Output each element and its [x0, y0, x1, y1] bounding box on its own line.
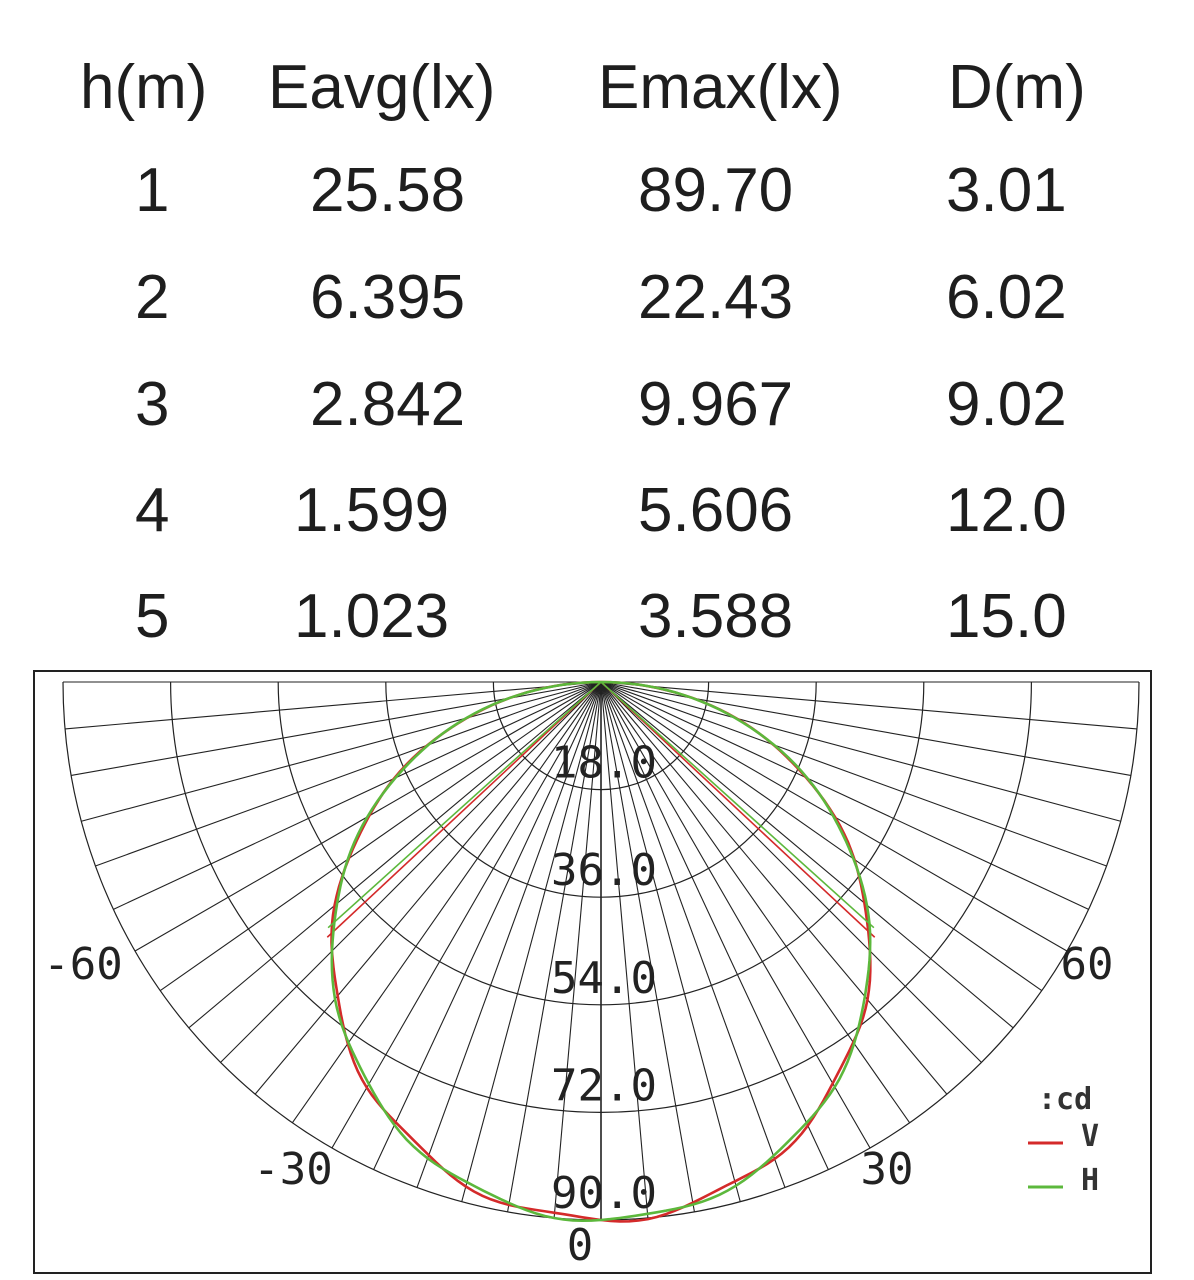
curve-V-wing — [600, 681, 876, 938]
grid-spoke — [600, 681, 1138, 730]
radial-tick-label: 72.0 — [551, 1060, 657, 1111]
grid-spoke — [220, 681, 602, 1063]
grid-spoke — [188, 681, 602, 1029]
grid-spoke — [507, 681, 602, 1212]
radial-tick-label: 54.0 — [551, 953, 657, 1004]
radial-tick-label: 18.0 — [551, 738, 657, 789]
angle-label: -30 — [253, 1144, 332, 1195]
grid-spoke — [254, 681, 602, 1095]
cell-eavg-1: 25.58 — [310, 156, 466, 225]
grid-spoke — [600, 681, 695, 1212]
col-header-h: h(m) — [80, 53, 208, 122]
angle-label: 60 — [1061, 939, 1114, 990]
curve-V-wing — [326, 681, 602, 938]
grid-spoke — [291, 681, 602, 1124]
grid-spoke — [159, 681, 602, 992]
grid-spokes — [63, 681, 1139, 1220]
angle-label: 30 — [861, 1144, 914, 1195]
legend: :cd V H — [1028, 1082, 1099, 1198]
cell-emax-1: 89.70 — [638, 156, 794, 225]
cell-h-3: 3 — [135, 370, 170, 439]
grid-spoke — [600, 681, 649, 1219]
grid-spoke — [600, 681, 1089, 910]
grid-spoke — [331, 681, 602, 1149]
polar-chart-frame: 18.0 36.0 54.0 72.0 90.0 -60 60 -30 30 0 :cd V H — [33, 670, 1152, 1274]
radial-tick-label: 36.0 — [551, 845, 657, 896]
cell-emax-3: 9.967 — [638, 370, 794, 439]
angle-labels: -60 60 -30 30 0 — [43, 939, 1113, 1271]
grid-spoke — [600, 681, 1107, 867]
grid-spoke — [600, 681, 741, 1202]
grid-spoke — [600, 681, 911, 1124]
grid-spoke — [600, 681, 948, 1095]
cell-eavg-3: 2.842 — [310, 370, 466, 439]
grid-spoke — [600, 681, 786, 1188]
cell-h-4: 4 — [135, 476, 170, 545]
grid-spoke — [553, 681, 602, 1219]
radial-tick-labels: 18.0 36.0 54.0 72.0 90.0 — [551, 738, 657, 1219]
grid-spoke — [600, 681, 1043, 992]
grid-spoke — [600, 681, 1121, 822]
legend-unit-label: :cd — [1038, 1082, 1092, 1117]
cell-h-1: 1 — [135, 156, 170, 225]
grid-spoke — [416, 681, 602, 1188]
cell-d-2: 6.02 — [946, 263, 1067, 332]
cell-eavg-4: 1.599 — [294, 476, 450, 545]
cell-d-4: 12.0 — [946, 476, 1067, 545]
cell-eavg-2: 6.395 — [310, 263, 466, 332]
cell-emax-5: 3.588 — [638, 582, 794, 651]
grid-spoke — [461, 681, 602, 1202]
cell-h-5: 5 — [135, 582, 170, 651]
grid-spoke — [113, 681, 602, 910]
col-header-d: D(m) — [948, 53, 1086, 122]
cell-d-3: 9.02 — [946, 370, 1067, 439]
cell-emax-2: 22.43 — [638, 263, 794, 332]
legend-v-label: V — [1081, 1119, 1099, 1154]
grid-spoke — [600, 681, 829, 1170]
cell-eavg-5: 1.023 — [294, 582, 450, 651]
curve-H-wing — [327, 681, 602, 929]
grid-spoke — [373, 681, 602, 1170]
legend-h-label: H — [1081, 1163, 1099, 1198]
curve-H-wing — [600, 681, 875, 929]
cell-d-5: 15.0 — [946, 582, 1067, 651]
grid-spoke — [64, 681, 602, 730]
grid-spoke — [81, 681, 602, 822]
col-header-eavg: Eavg(lx) — [268, 53, 496, 122]
photometric-table: h(m) Eavg(lx) Emax(lx) D(m) 1 25.58 89.7… — [80, 53, 1086, 651]
angle-label: 0 — [567, 1220, 594, 1271]
col-header-emax: Emax(lx) — [598, 53, 843, 122]
curve-H — [330, 680, 872, 1223]
cell-h-2: 2 — [135, 263, 170, 332]
polar-intensity-chart: 18.0 36.0 54.0 72.0 90.0 -60 60 -30 30 0 :cd V H — [43, 680, 1140, 1271]
radial-tick-label: 90.0 — [551, 1168, 657, 1219]
grid-spoke — [600, 681, 871, 1149]
cell-d-1: 3.01 — [946, 156, 1067, 225]
grid-spoke — [95, 681, 602, 867]
intensity-curves — [326, 680, 876, 1223]
grid-spoke — [600, 681, 982, 1063]
cell-emax-4: 5.606 — [638, 476, 794, 545]
angle-label: -60 — [43, 939, 122, 990]
grid-spoke — [600, 681, 1014, 1029]
